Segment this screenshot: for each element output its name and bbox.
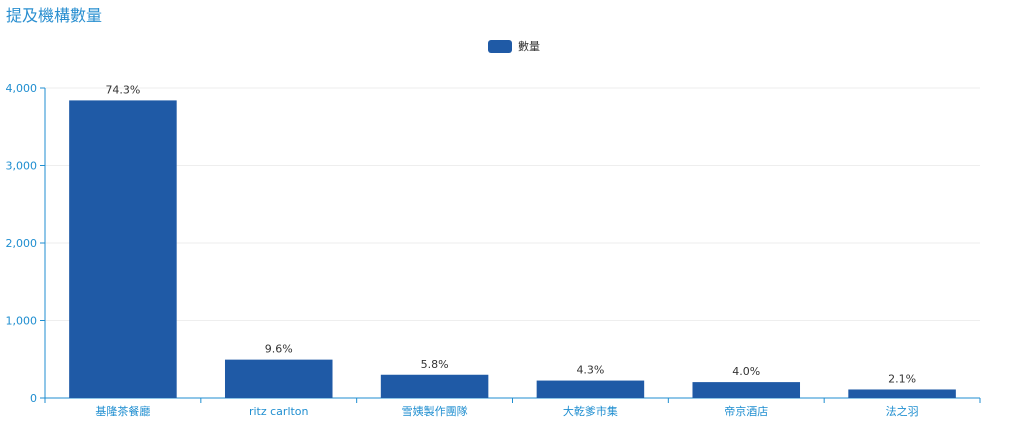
y-tick-label: 1,000	[6, 315, 38, 328]
x-tick-label: ritz carlton	[249, 405, 309, 418]
x-tick-label: 大乾爹市集	[563, 404, 618, 418]
x-tick-label: 法之羽	[886, 404, 919, 418]
y-tick-label: 3,000	[6, 160, 38, 173]
bar	[69, 100, 177, 399]
x-tick-label: 帝京酒店	[724, 404, 768, 418]
data-label: 74.3%	[105, 83, 140, 96]
legend-swatch	[488, 39, 512, 53]
chart-title: 提及機構數量	[6, 6, 103, 25]
legend[interactable]: 數量	[488, 38, 540, 54]
bars	[69, 100, 956, 399]
legend-label: 數量	[518, 40, 540, 53]
bar	[536, 380, 645, 398]
bar	[692, 382, 801, 398]
y-tick-label: 0	[30, 392, 37, 405]
y-axis: 0 1,000 2,000 3,000 4,000	[6, 82, 46, 405]
data-label: 9.6%	[265, 343, 293, 356]
y-tick-label: 2,000	[6, 237, 38, 250]
bar	[380, 374, 489, 398]
x-tick-label: 雪姨製作團隊	[402, 404, 468, 418]
data-labels: 74.3% 9.6% 5.8% 4.3% 4.0% 2.1%	[105, 83, 916, 385]
x-tick-label: 基隆茶餐廳	[95, 404, 150, 418]
data-label: 2.1%	[888, 372, 916, 385]
data-label: 4.0%	[732, 365, 760, 378]
y-tick-label: 4,000	[6, 82, 38, 95]
gridlines	[45, 87, 980, 321]
data-label: 4.3%	[576, 364, 604, 377]
data-label: 5.8%	[421, 358, 449, 371]
bar	[224, 359, 333, 398]
x-axis: 基隆茶餐廳 ritz carlton 雪姨製作團隊 大乾爹市集 帝京酒店 法之羽	[44, 397, 981, 418]
bar	[848, 389, 956, 398]
